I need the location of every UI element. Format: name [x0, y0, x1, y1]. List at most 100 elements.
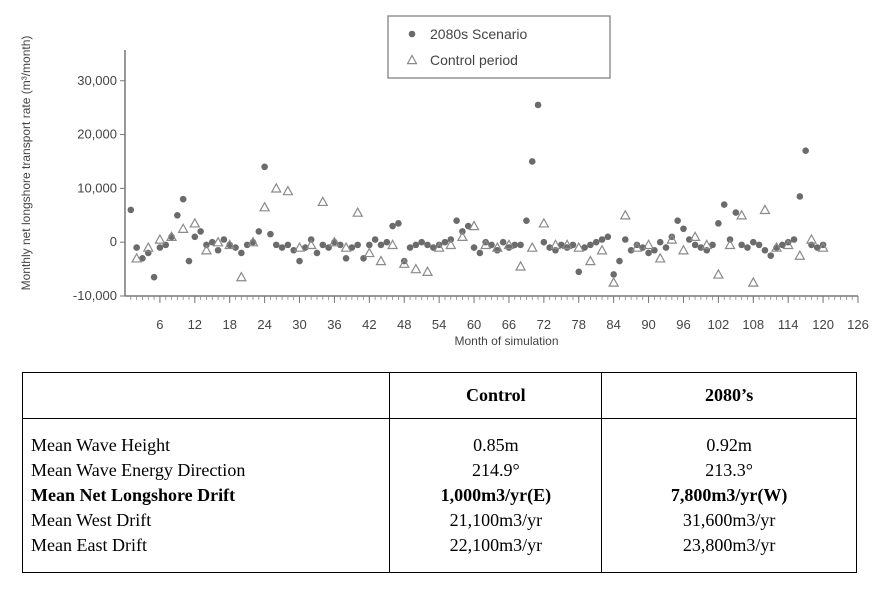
scatter-point-2080s [598, 236, 606, 243]
scatter-point-2080s [645, 249, 652, 257]
scatter-point-2080s [243, 241, 251, 249]
scatter-point-2080s [412, 241, 420, 249]
scatter-point-2080s [377, 241, 385, 249]
x-tick-label: 102 [708, 317, 730, 332]
scatter-point-2080s [790, 236, 798, 243]
x-tick-label: 120 [812, 317, 834, 332]
control-value: 0.85m [389, 418, 603, 458]
scatter-point-control [259, 201, 271, 212]
scatter-point-2080s [197, 228, 204, 235]
scatter-point-2080s [534, 101, 542, 109]
scatter-point-2080s [587, 241, 594, 249]
table-row: Mean Wave Height 0.85m 0.92m [21, 418, 857, 458]
scatter-point-2080s [569, 241, 577, 249]
scatter-point-2080s [523, 217, 530, 224]
x-tick-label: 60 [467, 317, 481, 332]
scatter-point-2080s [517, 241, 524, 249]
scatter-point-control [445, 239, 457, 250]
scatter-point-2080s [371, 236, 379, 243]
scatter-point-control [689, 231, 701, 242]
scatter-point-2080s [616, 257, 623, 265]
scatter-point-control [270, 182, 282, 193]
y-tick-label: 20,000 [77, 127, 117, 142]
scatter-point-control [363, 247, 375, 258]
scatter-point-2080s [284, 241, 292, 249]
scatter-point-2080s [139, 255, 146, 262]
scatter-point-control [235, 271, 247, 282]
scatter-point-2080s [313, 249, 321, 257]
scatter-point-2080s [499, 238, 507, 246]
scatter-point-control [538, 217, 550, 228]
scatter-point-control [352, 206, 364, 217]
scatter-point-control [549, 239, 562, 250]
scatter-point-control [340, 241, 352, 252]
scatter-point-control [584, 255, 596, 266]
scatter-point-2080s [238, 249, 245, 257]
x-tick-label: 36 [327, 317, 341, 332]
scatter-point-control [421, 266, 434, 276]
scatter-point-2080s [418, 238, 425, 246]
y-tick-label: 10,000 [77, 180, 117, 195]
x-tick-label: 48 [397, 317, 411, 332]
x-tick-label: 108 [742, 317, 764, 332]
scatter-point-2080s [290, 246, 298, 254]
scatter-point-2080s [581, 244, 588, 251]
future-value: 0.92m [601, 418, 857, 458]
future-value: 23,800m3/yr [601, 533, 857, 573]
scatter-point-2080s [592, 238, 600, 246]
scatter-point-2080s [453, 217, 460, 224]
row-label: Mean Wave Energy Direction [21, 458, 391, 483]
scatter-point-2080s [744, 244, 751, 251]
scatter-point-2080s [697, 244, 705, 251]
scatter-point-2080s [732, 209, 740, 216]
scatter-point-2080s [540, 238, 548, 246]
scatter-point-2080s [685, 236, 693, 243]
scatter-point-2080s [575, 268, 583, 276]
scatter-point-2080s [278, 244, 286, 251]
scatter-point-control [794, 249, 806, 260]
control-value: 22,100m3/yr [389, 533, 603, 573]
scatter-point-2080s [267, 230, 274, 238]
scatter-point-2080s [395, 220, 402, 227]
scatter-point-control [212, 236, 224, 247]
scatter-point-2080s [208, 238, 216, 246]
control-value: 21,100m3/yr [389, 508, 603, 533]
x-axis-label: Month of simulation [454, 334, 558, 348]
x-tick-label: 42 [362, 317, 376, 332]
x-tick-label: 18 [222, 317, 236, 332]
scatter-point-2080s [709, 241, 716, 249]
scatter-point-control [142, 241, 154, 252]
scatter-chart: -10,000 0 10,000 20,000 30,000 6 12 18 24 30 36 42 4… [19, 15, 869, 348]
scatter-point-control [631, 241, 643, 252]
scatter-point-control [724, 239, 736, 250]
drift-statistics-table: Control 2080’s Mean Wave Height 0.85m 0.… [21, 372, 857, 573]
scatter-point-2080s [220, 236, 228, 243]
x-tick-label: 90 [641, 317, 655, 332]
scatter-point-control [643, 239, 655, 250]
y-tick-label: 30,000 [77, 73, 117, 88]
scatter-point-2080s [430, 244, 437, 251]
scatter-point-2080s [546, 244, 553, 251]
scatter-point-control [200, 244, 212, 255]
scatter-point-control [608, 276, 620, 287]
scatter-point-control [619, 209, 631, 220]
scatter-point-2080s [185, 257, 193, 265]
scatter-point-2080s [476, 249, 484, 257]
scatter-point-2080s [494, 246, 501, 254]
x-tick-label: 72 [537, 317, 551, 332]
scatter-point-control [666, 233, 678, 244]
scatter-point-2080s [511, 241, 519, 249]
y-axis-label: Monthly net longshore transport rate (m³… [19, 36, 33, 291]
scatter-point-2080s [389, 222, 396, 230]
scatter-point-2080s [214, 246, 222, 254]
scatter-point-2080s [272, 241, 280, 249]
scatter-point-control [747, 276, 759, 287]
scatter-point-2080s [366, 241, 373, 249]
scatter-point-control [526, 241, 538, 252]
legend-marker-control [406, 54, 418, 65]
scatter-point-2080s [464, 222, 472, 230]
scatter-point-2080s [296, 257, 303, 265]
legend-marker-2080s [408, 30, 416, 38]
scatter-point-control [677, 244, 689, 255]
row-label: Mean East Drift [21, 533, 391, 573]
